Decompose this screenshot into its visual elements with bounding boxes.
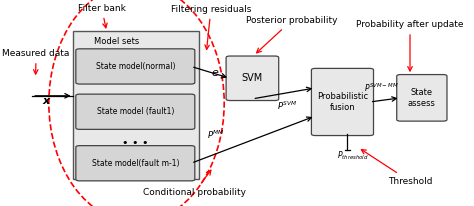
Text: State model(normal): State model(normal) <box>96 62 175 71</box>
Text: Probabilistic
fusion: Probabilistic fusion <box>317 92 368 112</box>
FancyBboxPatch shape <box>73 31 199 179</box>
FancyBboxPatch shape <box>397 75 447 121</box>
FancyBboxPatch shape <box>76 94 195 129</box>
Text: x: x <box>43 96 50 106</box>
Text: $P^{SVM-MM}$: $P^{SVM-MM}$ <box>365 81 399 94</box>
Text: Filter bank: Filter bank <box>78 4 126 28</box>
Text: $P^{SVM}$: $P^{SVM}$ <box>277 100 297 112</box>
Text: Measured data: Measured data <box>2 49 70 74</box>
Text: Threshold: Threshold <box>361 150 432 186</box>
Text: Filtering residuals: Filtering residuals <box>171 5 251 49</box>
Text: Conditional probability: Conditional probability <box>143 170 246 197</box>
Text: Posterior probability: Posterior probability <box>246 16 337 53</box>
Text: • • •: • • • <box>122 138 148 148</box>
FancyBboxPatch shape <box>76 49 195 84</box>
Text: Model sets: Model sets <box>93 37 139 46</box>
Text: e: e <box>211 68 218 78</box>
Text: State model(fault m-1): State model(fault m-1) <box>91 159 179 168</box>
Text: SVM: SVM <box>242 73 263 83</box>
Text: State model (fault1): State model (fault1) <box>97 107 174 116</box>
FancyBboxPatch shape <box>226 56 279 101</box>
FancyBboxPatch shape <box>76 146 195 181</box>
Text: $P^{MM}$: $P^{MM}$ <box>207 129 225 141</box>
Text: $P_{threshold}$: $P_{threshold}$ <box>337 149 369 162</box>
Text: Probability after update: Probability after update <box>356 20 464 71</box>
FancyBboxPatch shape <box>311 68 374 136</box>
Text: State
assess: State assess <box>408 88 436 108</box>
